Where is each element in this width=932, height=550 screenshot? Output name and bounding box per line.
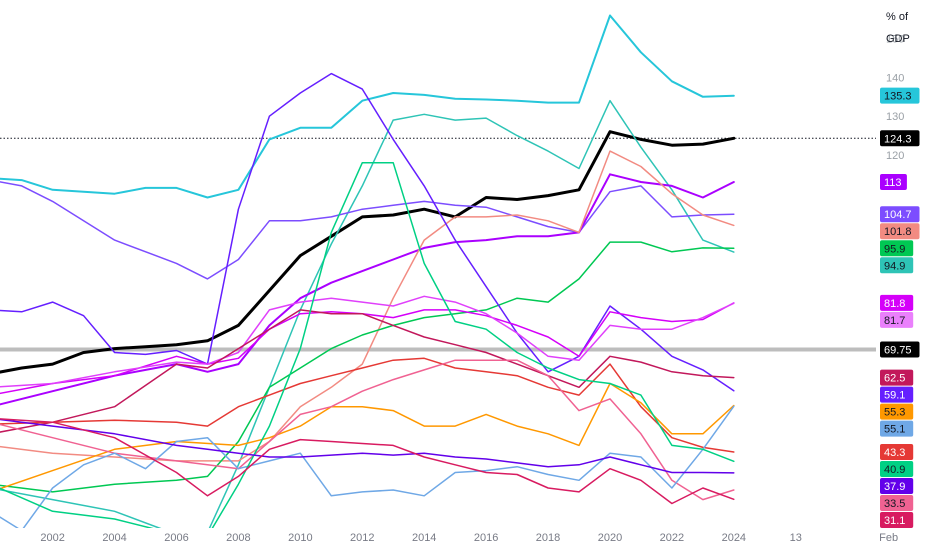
unit-label[interactable]: % of GDP xyxy=(880,6,932,45)
series-value-tag-9-bg xyxy=(880,311,914,328)
reference-value-tag-1-bg xyxy=(880,341,920,358)
series-value-tag-2: 94.9 xyxy=(880,257,914,274)
series-value-tag-10-label: 62.5 xyxy=(884,373,905,385)
series-value-tag-7: 59.1 xyxy=(880,386,914,403)
series-value-tag-8-label: 81.8 xyxy=(884,298,905,310)
value-tags: 135.3 124.3 113 104.7 101.8 95.9 94.9 81.8 81.7 6… xyxy=(880,87,920,529)
series-value-tag-11-bg xyxy=(880,444,914,461)
reference-value-tag-1-label: 69.75 xyxy=(884,345,912,357)
x-tick-label: 2018 xyxy=(536,532,560,544)
series-value-tag-11: 43.3 xyxy=(880,444,914,461)
series-value-tag-4-bg xyxy=(880,174,907,191)
series-line-7[interactable] xyxy=(0,72,735,392)
x-tick-label: 2020 xyxy=(598,532,622,544)
y-tick-label: 140 xyxy=(886,72,904,84)
series-value-tag-3: 104.7 xyxy=(880,206,920,223)
series-value-tag-14-label: 55.1 xyxy=(884,424,905,436)
series-value-tag-3-bg xyxy=(880,206,920,223)
series-value-tag-17-label: 31.1 xyxy=(884,515,905,527)
series-line-6[interactable] xyxy=(0,241,735,493)
series-value-tag-12: 55.3 xyxy=(880,403,914,420)
series-value-tag-6: 95.9 xyxy=(880,240,914,257)
series-value-tag-6-label: 95.9 xyxy=(884,243,905,255)
series-value-tag-5-label: 101.8 xyxy=(884,226,912,238)
series-line-9[interactable] xyxy=(0,295,735,388)
y-tick-label: 120 xyxy=(886,150,904,162)
series-line-3[interactable] xyxy=(0,180,735,280)
x-tick-label: 2024 xyxy=(722,532,746,544)
series-value-tag-16-bg xyxy=(880,478,914,495)
series-line-5[interactable] xyxy=(0,150,735,462)
x-tick-label: 2010 xyxy=(288,532,312,544)
series-value-tag-2-label: 94.9 xyxy=(884,260,905,272)
series-value-tag-10: 62.5 xyxy=(880,369,914,386)
series-value-tag-11-label: 43.3 xyxy=(884,447,905,459)
series-value-tag-14: 55.1 xyxy=(880,420,914,437)
series-value-tag-0-bg xyxy=(880,87,920,104)
y-tick-label: 130 xyxy=(886,111,904,123)
series-value-tag-13-bg xyxy=(880,495,914,512)
x-tick-label: 2014 xyxy=(412,532,436,544)
series-value-tag-9-label: 81.7 xyxy=(884,315,905,327)
x-tick-label: Feb xyxy=(879,532,898,544)
series-line-17[interactable] xyxy=(0,418,735,505)
series-value-tag-0: 135.3 xyxy=(880,87,920,104)
series-layer xyxy=(0,14,736,538)
series-line-11[interactable] xyxy=(0,357,735,453)
series-value-tag-3-label: 104.7 xyxy=(884,209,912,221)
series-value-tag-1-bg xyxy=(880,130,920,147)
x-tick-label: 2004 xyxy=(102,532,126,544)
series-value-tag-15-bg xyxy=(880,461,914,478)
series-value-tag-17-bg xyxy=(880,512,914,529)
series-value-tag-12-bg xyxy=(880,403,914,420)
series-value-tag-7-label: 59.1 xyxy=(884,390,905,402)
y-tick-label: 150 xyxy=(886,34,904,46)
series-value-tag-2-bg xyxy=(880,257,914,274)
series-value-tag-1-label: 124.3 xyxy=(884,133,912,145)
reference-value-tag-1: 69.75 xyxy=(880,341,920,358)
series-value-tag-4: 113 xyxy=(880,174,907,191)
series-value-tag-5-bg xyxy=(880,223,920,240)
series-value-tag-10-bg xyxy=(880,369,914,386)
time-scale[interactable]: 2002 2004 2006 2008 2010 2012 2014 2016 2018 2020… xyxy=(0,528,932,550)
series-value-tag-14-bg xyxy=(880,420,914,437)
series-line-13[interactable] xyxy=(0,359,735,501)
series-line-0[interactable] xyxy=(0,14,735,199)
reference-lines xyxy=(0,137,876,352)
series-value-tag-13: 33.5 xyxy=(880,495,914,512)
x-tick-label: 2006 xyxy=(164,532,188,544)
series-value-tag-15-label: 40.9 xyxy=(884,464,905,476)
x-tick-label: 2016 xyxy=(474,532,498,544)
series-line-14[interactable] xyxy=(0,405,735,532)
series-value-tag-4-label: 113 xyxy=(884,177,902,189)
series-value-tag-17: 31.1 xyxy=(880,512,914,529)
time-scale-background xyxy=(0,528,932,550)
x-tick-label: 2008 xyxy=(226,532,250,544)
series-value-tag-16-label: 37.9 xyxy=(884,481,905,493)
series-value-tag-12-label: 55.3 xyxy=(884,407,905,419)
series-value-tag-7-bg xyxy=(880,386,914,403)
x-tick-label: 2022 xyxy=(660,532,684,544)
x-tick-label: 13 xyxy=(790,532,802,544)
x-tick-label: 2002 xyxy=(40,532,64,544)
series-value-tag-6-bg xyxy=(880,240,914,257)
series-value-tag-16: 37.9 xyxy=(880,478,914,495)
series-line-4[interactable] xyxy=(0,173,735,406)
x-tick-label: 2012 xyxy=(350,532,374,544)
series-value-tag-0-label: 135.3 xyxy=(884,91,912,103)
series-line-8[interactable] xyxy=(0,302,735,395)
series-line-16[interactable] xyxy=(0,418,735,474)
series-value-tag-8: 81.8 xyxy=(880,294,914,311)
series-line-1[interactable] xyxy=(0,130,736,374)
series-line-10[interactable] xyxy=(0,309,735,434)
series-line-12[interactable] xyxy=(0,382,735,492)
series-value-tag-1: 124.3 xyxy=(880,130,920,147)
series-value-tag-13-label: 33.5 xyxy=(884,498,905,510)
series-value-tag-15: 40.9 xyxy=(880,461,914,478)
series-value-tag-9: 81.7 xyxy=(880,311,914,328)
series-value-tag-5: 101.8 xyxy=(880,223,920,240)
series-value-tag-8-bg xyxy=(880,294,914,311)
